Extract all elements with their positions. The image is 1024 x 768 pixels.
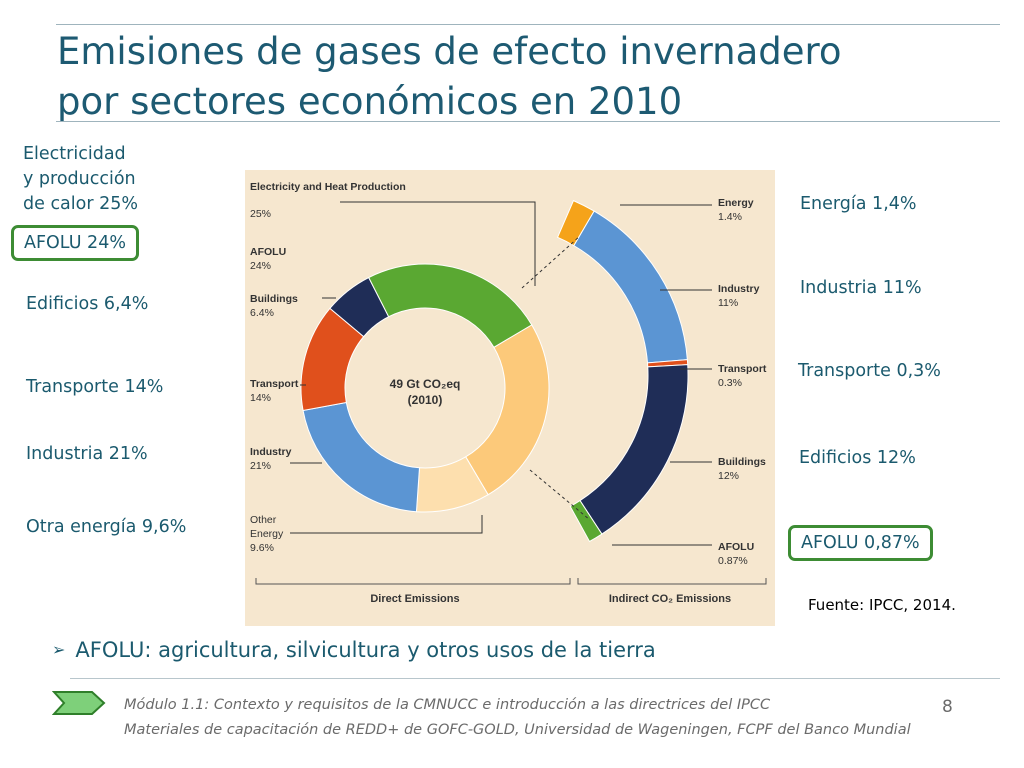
chart-label-ind-transport: Transport [718,363,767,375]
connector-top [521,235,581,289]
label-industry: Industria 21% [26,444,148,464]
chart-value-buildings: 6.4% [250,307,274,319]
leader-electricity [340,201,536,286]
bracket-direct [255,578,571,585]
chart-label-electricity-name: Electricity and Heat Production [250,181,406,193]
bullet-text: AFOLU: agricultura, silvicultura y otros… [75,638,656,662]
bracket-indirect [577,578,767,585]
footer-rule [70,678,1000,679]
leader-lines [290,201,712,546]
label-transport: Transporte 14% [26,377,164,397]
footer-materials-text: Materiales de capacitación de REDD+ de G… [124,722,911,738]
bullet-arrow-icon: ➢ [52,640,66,659]
label-indirect-afolu-highlight: AFOLU 0,87% [788,525,933,561]
chart-group-direct: Direct Emissions [370,593,459,605]
chart-center-year: (2010) [408,393,443,407]
slide-title: Emisiones de gases de efecto invernadero… [57,27,997,127]
chart-value-afolu: 24% [250,260,271,272]
title-line-1: Emisiones de gases de efecto invernadero [57,30,842,73]
chart-value-industry: 21% [250,460,271,472]
chart-value-ind-afolu: 0.87% [718,555,748,567]
chart-label-industry: Industry [250,446,292,458]
title-rule [56,121,1000,122]
direct-segment-2 [368,263,533,348]
label-electricity-line-1: Electricidad [23,144,126,164]
leader-other-energy [290,515,483,534]
chart-label-ind-energy: Energy [718,197,754,209]
chart-value-ind-industry: 11% [718,297,738,309]
top-rule [56,24,1000,25]
label-electricity-line-2: y producción [23,169,136,189]
footer-chevron-icon [52,691,106,715]
label-indirect-industry: Industria 11% [800,278,922,298]
title-line-2: por sectores económicos en 2010 [57,80,683,123]
chart-value-other-energy: 9.6% [250,542,274,554]
indirect-segment-5 [569,499,603,543]
chart-label-ind-buildings: Buildings [718,456,766,468]
label-indirect-transport: Transporte 0,3% [798,361,941,381]
connector-bottom [529,469,591,521]
indirect-arc [556,199,689,543]
chart-value-ind-transport: 0.3% [718,377,742,389]
chart-label-transport: Transport [250,378,299,390]
chart-label-other-energy: Other [250,514,277,526]
label-other-energy: Otra energía 9,6% [26,517,187,537]
chart-value-ind-energy: 1.4% [718,211,742,223]
label-electricity-line-3: de calor 25% [23,194,139,214]
chart-label-ind-afolu: AFOLU [718,541,754,553]
chart-value-electricity: 25% [250,208,271,220]
direct-ring [300,263,550,513]
label-afolu-highlight: AFOLU 24% [11,225,139,261]
chart-label-afolu: AFOLU [250,246,286,258]
page-number: 8 [942,697,953,717]
chart-label-ind-industry: Industry [718,283,760,295]
chart-group-indirect: Indirect CO₂ Emissions [609,593,731,605]
chart-center-label: 49 Gt CO₂eq [390,377,461,391]
label-buildings: Edificios 6,4% [26,294,149,314]
chart-label-electricity: Electricity and Heat Production [250,181,406,193]
chart-value-transport: 14% [250,392,271,404]
chart-label-other-energy-2: Energy [250,528,284,540]
chart-value-ind-buildings: 12% [718,470,739,482]
label-indirect-buildings: Edificios 12% [799,448,916,468]
footer-module-text: Módulo 1.1: Contexto y requisitos de la … [124,697,771,713]
label-indirect-energy: Energía 1,4% [800,194,917,214]
label-electricity: Electricidad y producción de calor 25% [23,142,138,217]
chart-label-buildings: Buildings [250,293,298,305]
bullet-afolu-definition: ➢ AFOLU: agricultura, silvicultura y otro… [52,638,656,662]
source-note: Fuente: IPCC, 2014. [808,596,956,614]
